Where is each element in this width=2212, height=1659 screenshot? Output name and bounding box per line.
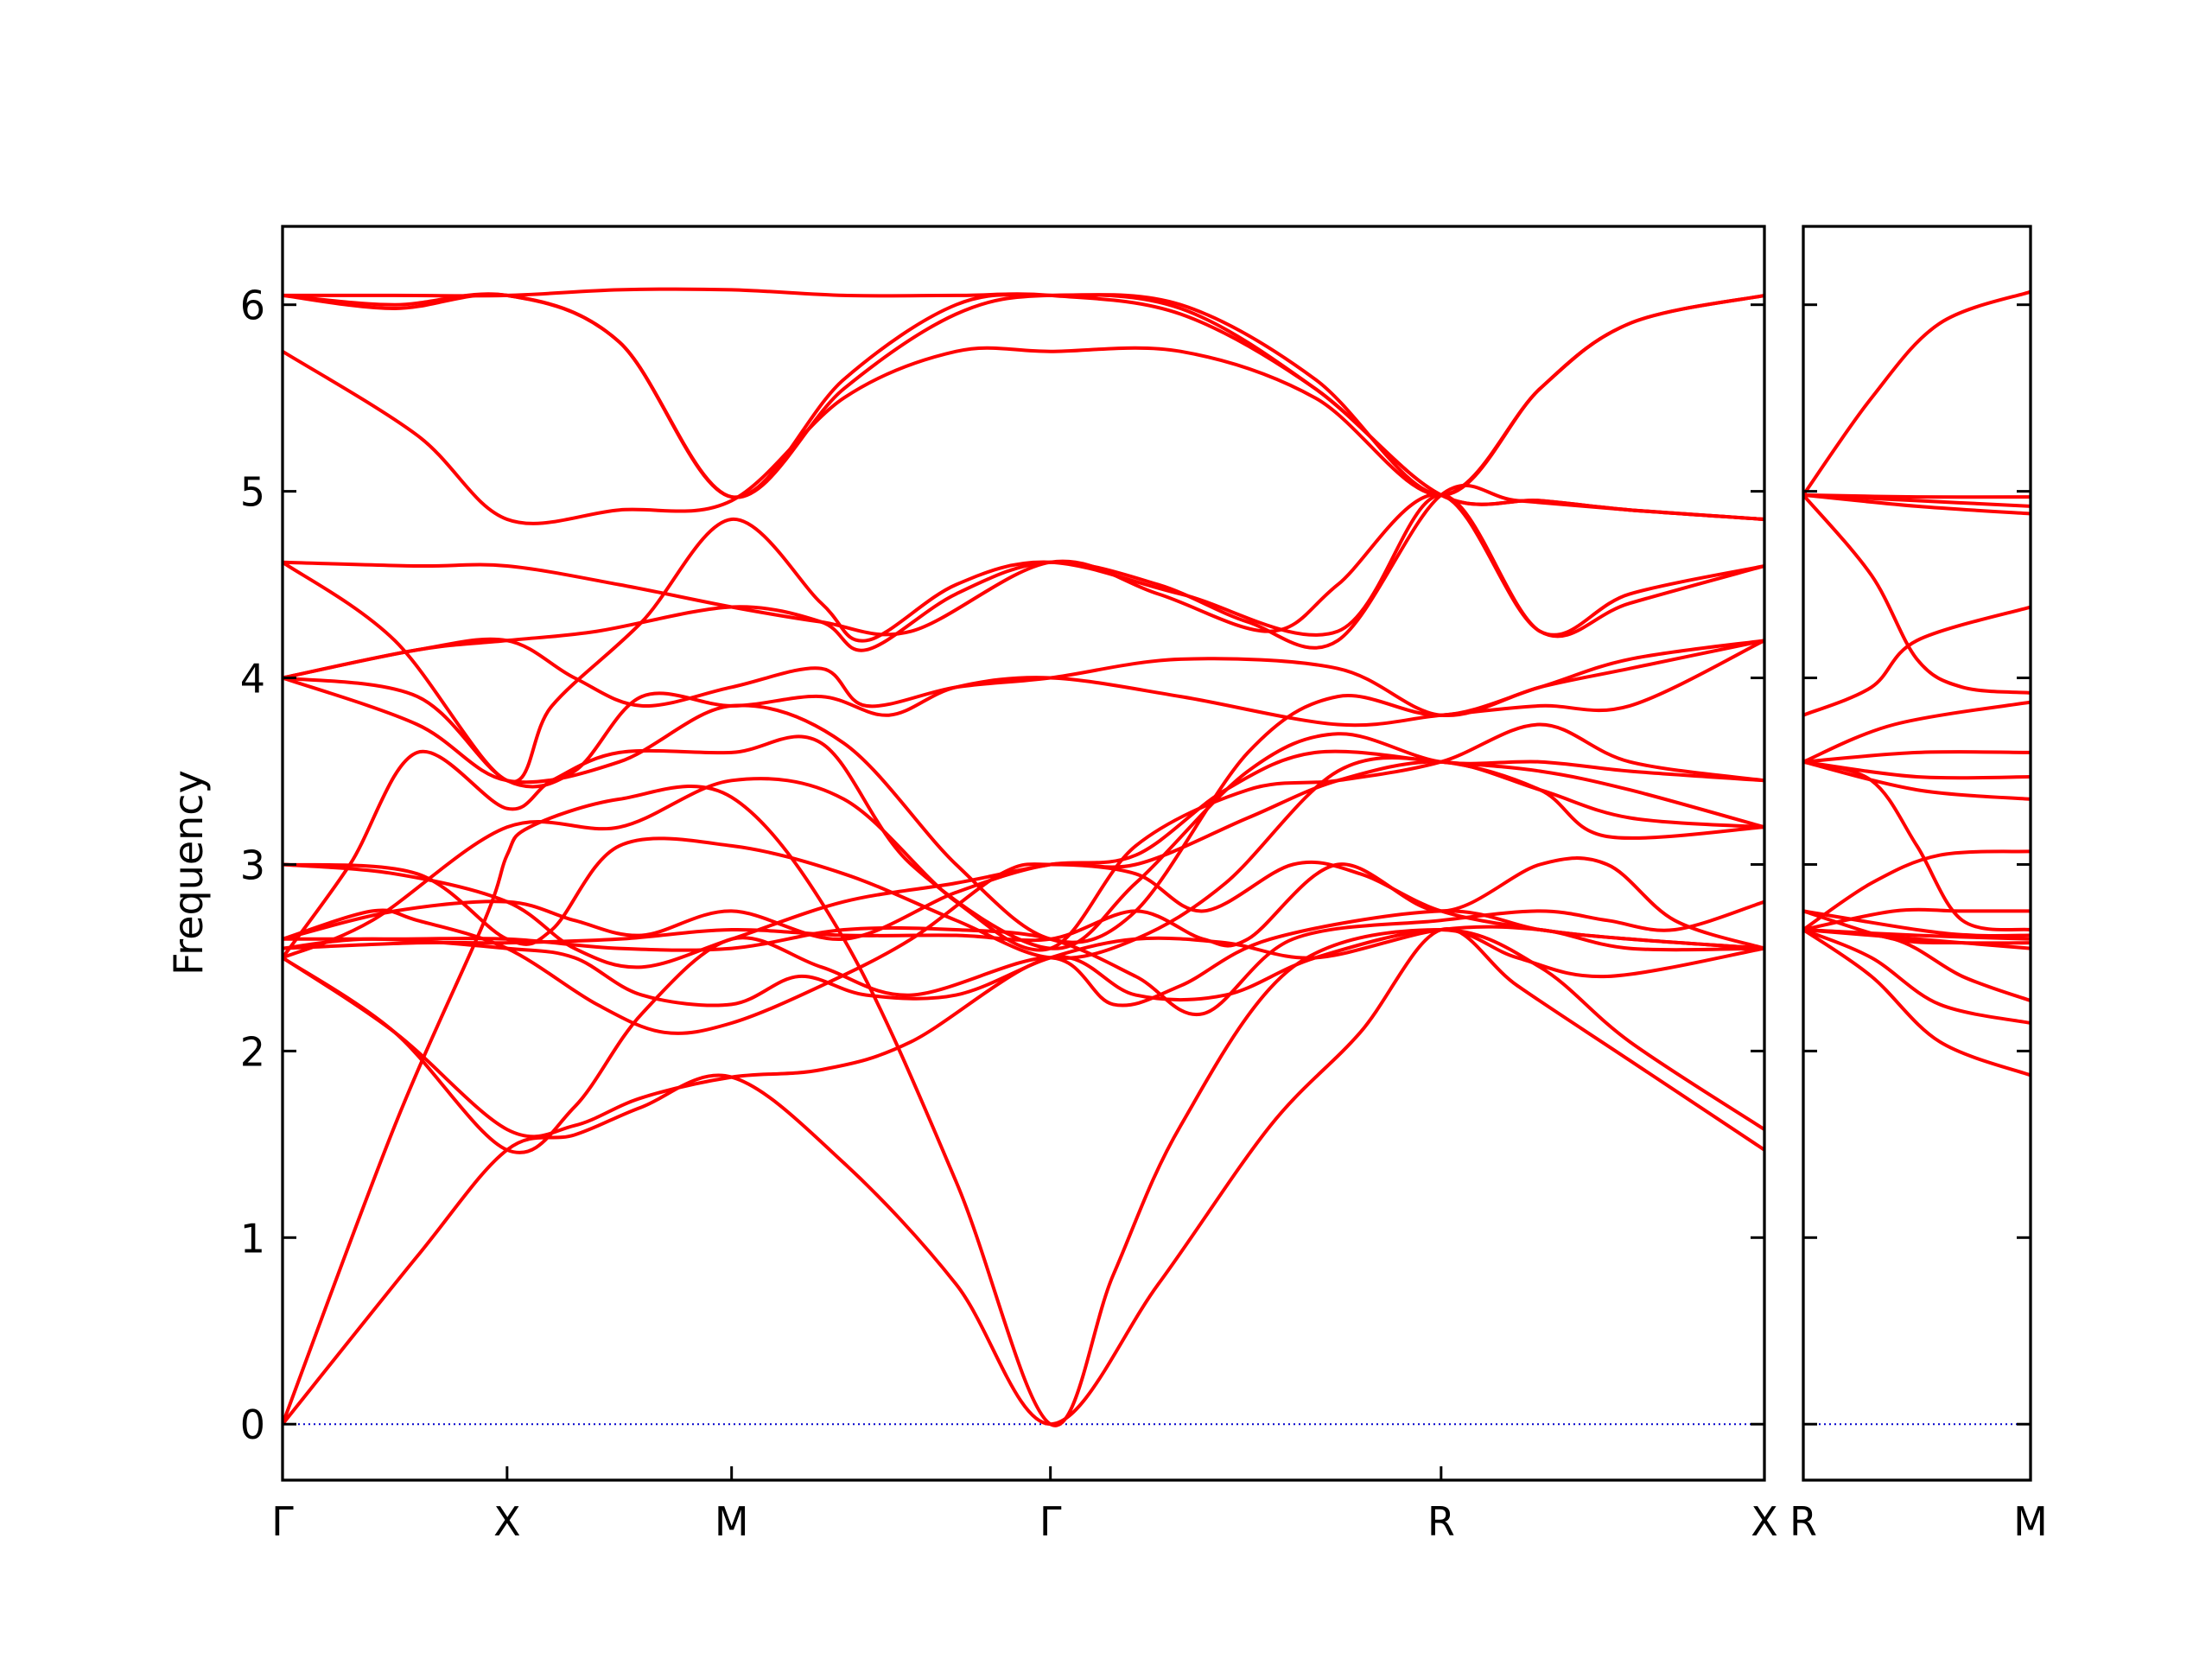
x-tick-label: X (493, 1498, 521, 1545)
plot-frame (281, 225, 1766, 1482)
band-line-20 (283, 293, 1764, 525)
y-axis-label: Frequency (165, 770, 212, 976)
band-line-8 (1803, 907, 2031, 931)
band-line-14 (1803, 700, 2031, 764)
band-line-5 (283, 925, 1764, 1007)
band-line-3 (283, 928, 1764, 1139)
x-tick-label: Γ (271, 1498, 294, 1545)
y-tick-label: 1 (240, 1215, 265, 1262)
x-tick-label: X (1751, 1498, 1778, 1545)
y-tick-label: 6 (240, 283, 265, 329)
band-line-16 (1803, 493, 2031, 695)
y-tick-labels: 0 1 2 3 4 5 6 (240, 283, 265, 1449)
band-line-12 (1803, 760, 2031, 780)
x-tick-label: M (2013, 1498, 2048, 1545)
x-tick-label: R (1789, 1498, 1817, 1545)
band-line-20 (1803, 289, 2031, 497)
band-line-15 (1803, 605, 2031, 717)
band-line-11 (1803, 760, 2031, 801)
band-line-15 (283, 483, 1764, 680)
band-line-9 (1803, 849, 2031, 931)
band-line-2 (283, 784, 1764, 1427)
band-line-19 (1803, 493, 2031, 499)
y-tick-label: 2 (240, 1028, 265, 1075)
band-line-22 (283, 287, 1764, 521)
y-tick-label: 5 (240, 469, 265, 516)
band-line-23 (283, 292, 1764, 521)
band-line-13 (283, 732, 1764, 960)
band-line-7 (283, 899, 1764, 1017)
band-line-7 (1803, 909, 2031, 938)
y-tick-label: 0 (240, 1402, 265, 1448)
band-line-10 (283, 749, 1764, 969)
band-line-2 (1803, 928, 2031, 1025)
band-line-21 (283, 292, 1764, 499)
x-tick-label: M (715, 1498, 749, 1545)
band-line-13 (1803, 750, 2031, 764)
band-line-1 (283, 926, 1764, 1427)
band-line-5 (1803, 928, 2031, 941)
band-line-4 (283, 909, 1764, 1154)
x-tick-label: Γ (1039, 1498, 1062, 1545)
plot-frame (1802, 225, 2032, 1482)
band-line-10 (1803, 760, 2031, 932)
band-line-1 (1803, 928, 2031, 1077)
y-tick-label: 4 (240, 656, 265, 702)
y-tick-label: 3 (240, 842, 265, 888)
band-line-11 (283, 755, 1764, 961)
band-line-17 (283, 639, 1764, 789)
band-line-8 (283, 856, 1764, 950)
band-line-12 (283, 722, 1764, 960)
band-line-19 (283, 493, 1764, 784)
x-tick-label: R (1427, 1498, 1455, 1545)
